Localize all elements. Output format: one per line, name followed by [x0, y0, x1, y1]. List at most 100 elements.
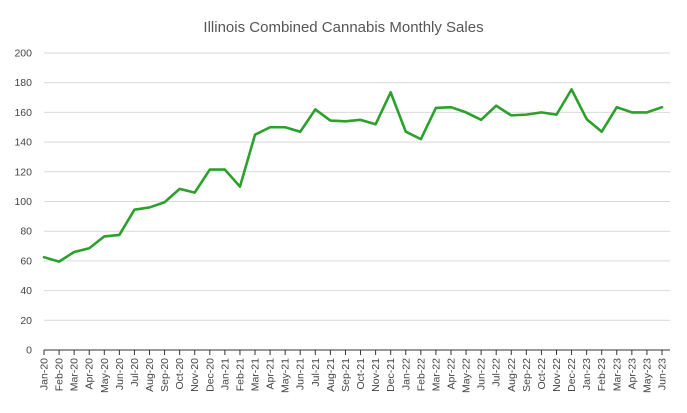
data-point: [570, 87, 574, 91]
y-tick-label: 140: [14, 137, 32, 149]
data-point: [630, 110, 634, 114]
x-tick-label: Jul-20: [129, 358, 141, 387]
x-tick-label: Oct-20: [174, 358, 186, 390]
x-tick-label: Mar-23: [611, 358, 623, 391]
y-tick-label: 0: [26, 345, 32, 357]
series-line: [42, 88, 664, 263]
x-tick-label: Jun-20: [114, 358, 126, 390]
data-point: [449, 105, 453, 109]
data-point: [87, 246, 91, 250]
data-point: [615, 105, 619, 109]
x-tick-label: Dec-22: [566, 358, 578, 392]
x-tick-label: Mar-22: [430, 358, 442, 391]
data-point: [359, 118, 363, 122]
chart-title: Illinois Combined Cannabis Monthly Sales: [203, 19, 483, 36]
data-point: [660, 105, 664, 109]
x-tick-label: Jun-23: [657, 358, 669, 390]
data-point: [479, 118, 483, 122]
x-tick-label: Jan-21: [219, 358, 231, 390]
data-point: [645, 110, 649, 114]
x-tick-label: Feb-20: [54, 358, 66, 391]
data-point: [374, 122, 378, 126]
y-tick-label: 80: [20, 226, 32, 238]
data-point: [208, 168, 212, 172]
data-point: [585, 117, 589, 121]
y-tick-label: 20: [20, 315, 32, 327]
y-tick-label: 120: [14, 166, 32, 178]
x-tick-label: Aug-22: [506, 358, 518, 392]
data-point: [419, 137, 423, 141]
x-tick-label: Jun-21: [295, 358, 307, 390]
x-tick-label: Dec-21: [385, 358, 397, 392]
x-tick-label: Sep-20: [159, 358, 171, 392]
x-tick-label: Mar-20: [69, 358, 81, 391]
x-tick-label: Apr-22: [445, 358, 457, 390]
x-tick-label: Sep-22: [521, 358, 533, 392]
x-tick-label: Sep-21: [340, 358, 352, 392]
data-point: [328, 119, 332, 123]
data-point: [524, 113, 528, 117]
x-axis-ticks: Jan-20 Feb-20 Mar-20 Apr-20 May-20 Jun-20 Jul-…: [39, 350, 669, 393]
x-tick-label: Feb-23: [596, 358, 608, 391]
data-point: [238, 185, 242, 189]
series-layer: [42, 87, 664, 263]
data-point: [494, 104, 498, 108]
x-tick-label: Feb-22: [415, 358, 427, 391]
x-tick-label: Aug-20: [144, 358, 156, 392]
data-point: [163, 200, 167, 204]
x-tick-label: Aug-21: [325, 358, 337, 392]
x-tick-label: Oct-22: [536, 358, 548, 390]
data-point: [509, 113, 513, 117]
x-tick-label: May-21: [280, 358, 292, 393]
data-point: [434, 106, 438, 110]
x-tick-label: May-23: [641, 358, 653, 393]
x-tick-label: Dec-20: [204, 358, 216, 392]
y-tick-label: 40: [20, 285, 32, 297]
x-tick-label: Apr-20: [84, 358, 96, 390]
x-tick-label: Jul-21: [310, 358, 322, 387]
x-tick-label: Jan-22: [400, 358, 412, 390]
x-tick-label: May-22: [461, 358, 473, 393]
x-tick-label: Nov-22: [551, 358, 563, 392]
x-tick-label: Jul-22: [491, 358, 503, 387]
y-tick-label: 200: [14, 48, 32, 60]
data-point: [539, 110, 543, 114]
data-point: [72, 250, 76, 254]
y-tick-label: 60: [20, 255, 32, 267]
data-point: [268, 125, 272, 129]
x-tick-label: May-20: [99, 358, 111, 393]
x-tick-label: Feb-21: [234, 358, 246, 391]
data-point: [193, 191, 197, 195]
data-point: [253, 133, 257, 137]
y-tick-label: 180: [14, 77, 32, 89]
x-tick-label: Nov-21: [370, 358, 382, 392]
y-tick-label: 100: [14, 196, 32, 208]
data-point: [102, 234, 106, 238]
x-tick-label: Jan-23: [581, 358, 593, 390]
data-point: [283, 125, 287, 129]
y-axis-ticks: 0 20 40 60 80 100 120 140 160 180 200: [14, 48, 32, 357]
data-point: [223, 168, 227, 172]
x-tick-label: Oct-21: [355, 358, 367, 390]
data-point: [132, 208, 136, 212]
y-tick-label: 160: [14, 107, 32, 119]
data-point: [148, 205, 152, 209]
data-point: [178, 187, 182, 191]
data-point: [298, 130, 302, 134]
x-tick-label: Jun-22: [476, 358, 488, 390]
x-tick-label: Apr-21: [265, 358, 277, 390]
data-point: [117, 233, 121, 237]
data-point: [42, 255, 46, 259]
data-point: [554, 113, 558, 117]
x-tick-label: Apr-23: [626, 358, 638, 390]
x-tick-label: Mar-21: [250, 358, 262, 391]
data-point: [600, 130, 604, 134]
x-tick-label: Nov-20: [189, 358, 201, 392]
data-point: [389, 90, 393, 94]
grid-lines: [44, 52, 670, 321]
data-point: [464, 110, 468, 114]
data-point: [343, 119, 347, 123]
data-point: [404, 130, 408, 134]
